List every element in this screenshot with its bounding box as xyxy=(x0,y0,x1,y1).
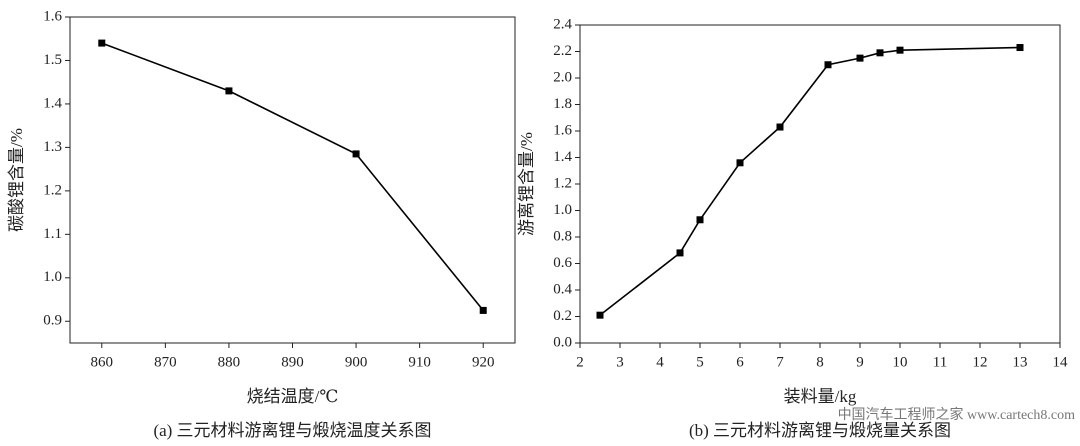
x-tick-label: 12 xyxy=(973,354,988,370)
data-point xyxy=(676,249,684,257)
y-tick-label: 1.0 xyxy=(553,202,572,218)
x-tick-label: 8 xyxy=(816,354,824,370)
y-tick-label: 1.0 xyxy=(43,269,62,285)
caption: (a) 三元材料游离锂与煅烧温度关系图 xyxy=(153,421,431,440)
y-tick-label: 1.6 xyxy=(553,122,572,138)
data-point xyxy=(98,39,106,47)
data-point xyxy=(596,311,604,319)
plot-frame xyxy=(69,16,516,344)
y-tick-label: 1.4 xyxy=(43,95,62,111)
y-tick-label: 0.9 xyxy=(43,313,62,329)
x-tick-label: 2 xyxy=(576,354,584,370)
x-axis-title: 装料量/kg xyxy=(784,387,857,406)
y-tick-label: 0.8 xyxy=(553,228,572,244)
x-tick-label: 890 xyxy=(281,354,304,370)
data-point xyxy=(856,54,864,62)
y-tick-label: 0.2 xyxy=(553,308,572,324)
x-tick-label: 920 xyxy=(472,354,495,370)
y-tick-label: 1.2 xyxy=(553,175,572,191)
x-tick-label: 7 xyxy=(776,354,784,370)
y-tick-label: 1.6 xyxy=(43,8,62,24)
y-tick-label: 0.4 xyxy=(553,281,572,297)
x-tick-label: 11 xyxy=(933,354,947,370)
y-tick-label: 1.2 xyxy=(43,182,62,198)
data-point xyxy=(696,216,704,224)
watermark: 中国汽车工程师之家 www.cartech8.com xyxy=(838,406,1076,423)
data-line xyxy=(101,42,484,311)
x-axis-title: 烧结温度/℃ xyxy=(247,387,339,406)
y-tick-label: 1.5 xyxy=(43,52,62,68)
y-axis-title: 游离锂含量/% xyxy=(517,132,536,236)
x-tick-label: 9 xyxy=(856,354,864,370)
y-tick-label: 1.4 xyxy=(553,149,572,165)
y-tick-label: 0.0 xyxy=(553,334,572,350)
data-point xyxy=(824,61,832,69)
x-tick-label: 910 xyxy=(408,354,431,370)
data-point xyxy=(896,46,904,54)
x-tick-label: 3 xyxy=(616,354,624,370)
y-tick-label: 1.3 xyxy=(43,139,62,155)
data-point xyxy=(479,306,487,314)
y-axis-title: 碳酸锂含量/% xyxy=(7,128,26,232)
y-tick-label: 0.6 xyxy=(553,255,572,271)
data-line xyxy=(599,46,1021,316)
data-point xyxy=(225,87,233,95)
data-point xyxy=(352,150,360,158)
x-tick-label: 860 xyxy=(91,354,114,370)
caption: (b) 三元材料游离锂与煅烧量关系图 xyxy=(689,421,951,440)
y-tick-label: 1.8 xyxy=(553,96,572,112)
y-tick-label: 2.2 xyxy=(553,43,572,59)
x-tick-label: 900 xyxy=(345,354,368,370)
y-tick-label: 2.0 xyxy=(553,69,572,85)
x-tick-label: 10 xyxy=(893,354,908,370)
plot-frame xyxy=(579,24,1061,344)
x-tick-label: 13 xyxy=(1013,354,1028,370)
x-tick-label: 5 xyxy=(696,354,704,370)
data-point xyxy=(776,123,784,131)
x-tick-label: 880 xyxy=(218,354,241,370)
x-tick-label: 14 xyxy=(1053,354,1069,370)
x-tick-label: 870 xyxy=(154,354,177,370)
y-tick-label: 2.4 xyxy=(553,16,572,32)
data-point xyxy=(876,49,884,57)
x-tick-label: 4 xyxy=(656,354,664,370)
data-point xyxy=(736,159,744,167)
x-tick-label: 6 xyxy=(736,354,744,370)
y-tick-label: 1.1 xyxy=(43,226,62,242)
data-point xyxy=(1016,44,1024,52)
